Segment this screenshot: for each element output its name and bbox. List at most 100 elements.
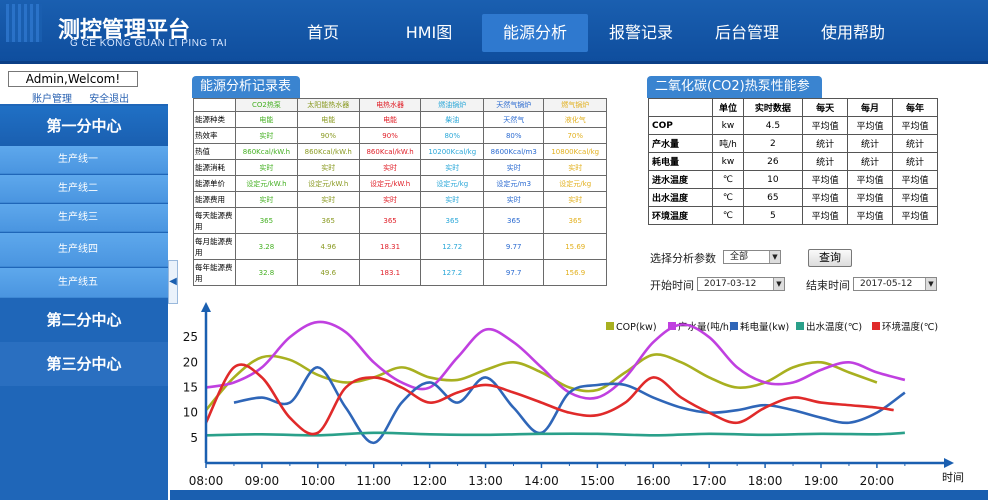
legend-label: 产水量(吨/h) [678,321,733,333]
table-cell: 实时 [358,191,422,208]
co2-row: 进水温度 ℃ 10 平均值 平均值 平均值 [647,170,938,189]
co2-row: 产水量 吨/h 2 统计 统计 统计 [647,134,938,153]
table-header-cell: 电热水器 [358,98,422,112]
account-link[interactable]: 账户管理 [32,94,72,105]
table-cell: 实时 [482,191,545,208]
sidebar-item-line-2[interactable]: 生产线二 [0,175,168,203]
co2-cell: 耗电量 [647,152,714,171]
x-tick-label: 12:00 [412,474,447,488]
table-cell: 设定元/kW.h [296,175,360,192]
sidebar-item-line-3[interactable]: 生产线三 [0,204,168,232]
logout-link[interactable]: 安全退出 [89,94,130,105]
header-text: 太阳能热水器 [307,101,350,109]
co2-cell: 平均值 [802,206,849,225]
table-cell: 电能 [235,111,298,128]
table-row: 能源单价 设定元/kW.h 设定元/kW.h 设定元/kW.h 设定元/kg 设定元/m3… [193,175,607,192]
chart-legend: COP(kw) 产水量(吨/h) 耗电量(kw) 出水温度(℃) 环境温度(℃) [606,321,938,333]
legend-label: 环境温度(℃) [882,321,938,333]
user-box: Admin,Welcom! 账户管理 安全退出 [0,66,168,105]
co2-cell: COP [647,116,714,135]
table-cell: 设定元/m3 [482,175,545,192]
y-tick-label: 25 [183,330,198,344]
sidebar-item-line-5[interactable]: 生产线五 [0,268,168,298]
end-time-input[interactable]: 2017-05-12 ▼ [853,277,937,291]
co2-header-cell: 实时数据 [742,98,804,117]
table-cell: 实时 [296,191,360,208]
table-cell: 实时 [358,159,422,176]
y-tick-label: 10 [183,406,198,420]
table-cell: 实时 [296,159,360,176]
table-cell: 127.2 [420,259,484,286]
table-cell: 设定元/kg [543,175,607,192]
co2-params-table: 单位 实时数据 每天 每月 每年 COP kw 4.5 平均值 平均值 平均值 产水量 吨/h 2 统计 统计… [647,98,938,225]
nav-admin[interactable]: 后台管理 [714,23,779,42]
query-button[interactable]: 查询 [808,249,852,267]
row-label: 热效率 [193,127,236,144]
co2-cell: 10 [742,170,804,189]
x-tick-label: 16:00 [636,474,671,488]
table-cell: 实时 [420,159,484,176]
nav-energy-analysis[interactable]: 能源分析 [482,14,588,52]
param-select[interactable]: 全部 ▼ [723,250,781,264]
x-tick-label: 11:00 [356,474,391,488]
table-header-cell: 天然气锅炉 [482,98,545,112]
table-row: 能源种类 电能 电能 电能 柴油 天然气 液化气 [193,111,607,128]
user-links: 账户管理 安全退出 [32,90,143,105]
chevron-down-icon: ▼ [769,251,780,263]
table-cell: 365 [358,207,422,234]
table-cell: 18.31 [358,233,422,260]
co2-cell: 平均值 [847,116,893,135]
co2-cell: 平均值 [892,206,938,225]
table-cell: 365 [482,207,545,234]
sidebar-center-3[interactable]: 第三分中心 [0,342,168,386]
co2-cell: 统计 [892,152,938,171]
co2-cell: 统计 [802,152,849,171]
energy-table-title: 能源分析记录表 [192,76,300,98]
chevron-down-icon: ▼ [925,278,936,290]
table-cell: 860Kcal/kW.h [358,143,422,160]
co2-header-cell: 每月 [847,98,893,117]
co2-row: 环境温度 ℃ 5 平均值 平均值 平均值 [647,206,938,225]
header-text: 电热水器 [376,101,405,109]
table-cell: 实时 [482,159,545,176]
sidebar-center-2[interactable]: 第二分中心 [0,298,168,342]
row-label: 能源种类 [193,111,236,128]
co2-cell: 出水温度 [647,188,714,207]
header-text: 天然气锅炉 [496,101,532,109]
row-label: 能源费用 [193,191,236,208]
row-label: 每天能源费用 [193,207,236,234]
co2-cell: 统计 [802,134,849,153]
nav-alarm-records[interactable]: 报警记录 [608,23,673,42]
co2-cell: kw [712,116,744,135]
nav-help[interactable]: 使用帮助 [820,23,885,42]
table-header-cell: 太阳能热水器 [296,98,360,112]
x-tick-label: 20:00 [860,474,895,488]
header: 测控管理平台 G CE KONG GUAN LI PING TAI 首页 HMI… [0,0,988,64]
sidebar-center-1[interactable]: 第一分中心 [0,106,168,146]
co2-cell: ℃ [712,206,744,225]
table-cell: 10200Kcal/kg [420,143,484,160]
header-text: 燃油锅炉 [438,101,467,109]
co2-cell: ℃ [712,188,744,207]
table-cell: 4.96 [296,233,360,260]
co2-cell: kw [712,152,744,171]
chevron-down-icon: ▼ [773,278,784,290]
legend-swatch [730,322,738,330]
co2-cell: 平均值 [847,206,893,225]
sidebar-item-line-1[interactable]: 生产线一 [0,146,168,174]
co2-row: 耗电量 kw 26 统计 统计 统计 [647,152,938,171]
table-cell: 12.72 [420,233,484,260]
series-line [233,366,906,445]
y-tick-label: 15 [183,381,198,395]
param-select-value: 全部 [730,252,749,262]
start-time-input[interactable]: 2017-03-12 ▼ [697,277,785,291]
nav-home[interactable]: 首页 [306,23,339,42]
table-cell: 3.28 [235,233,298,260]
nav-hmi[interactable]: HMI图 [405,23,453,42]
sidebar-item-line-4[interactable]: 生产线四 [0,233,168,267]
header-text: CO2热泵 [251,101,281,109]
collapse-sidebar-button[interactable]: ◀ [168,260,178,304]
row-label: 能源消耗 [193,159,236,176]
table-header-cell: 燃气锅炉 [543,98,607,112]
table-cell: 实时 [420,191,484,208]
